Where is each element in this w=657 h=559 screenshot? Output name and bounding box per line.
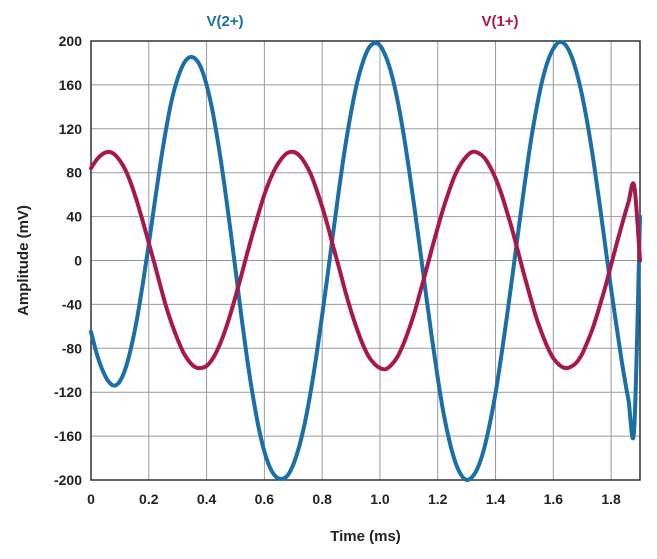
y-tick-labels: 200 160 120 80 40 0 -40 -80 -120 -160 -200 — [54, 33, 82, 488]
y-tick-label: 120 — [59, 121, 83, 137]
y-tick-label: 200 — [59, 33, 83, 49]
x-tick-label: 1.8 — [601, 491, 621, 507]
series-label-1: V(2+) — [206, 13, 243, 30]
series-line-2 — [89, 149, 642, 372]
x-tick-label: 0.2 — [139, 491, 159, 507]
y-tick-label: 0 — [74, 253, 82, 269]
x-tick-labels: 0 0.2 0.4 0.6 0.8 1.0 1.2 1.4 1.6 1.8 — [87, 491, 621, 507]
x-tick-label: 0 — [87, 491, 95, 507]
series-layer — [89, 39, 642, 483]
y-tick-label: -40 — [62, 296, 82, 312]
y-tick-label: -200 — [54, 472, 82, 488]
y-tick-label: -80 — [62, 340, 82, 356]
x-tick-label: 1.6 — [544, 491, 564, 507]
x-tick-label: 0.8 — [312, 491, 332, 507]
x-tick-label: 1.0 — [370, 491, 390, 507]
y-tick-label: -160 — [54, 428, 82, 444]
y-axis-title: Amplitude (mV) — [15, 205, 32, 316]
y-tick-label: 160 — [59, 77, 83, 93]
y-tick-label: 40 — [66, 209, 82, 225]
x-tick-label: 1.4 — [486, 491, 506, 507]
series-labels: V(2+) V(1+) — [206, 13, 518, 30]
series-label-2: V(1+) — [481, 13, 518, 30]
y-tick-label: 80 — [66, 165, 82, 181]
y-tick-label: -120 — [54, 384, 82, 400]
x-axis-title: Time (ms) — [330, 528, 401, 545]
x-tick-label: 0.4 — [197, 491, 217, 507]
series-line-1 — [89, 39, 642, 483]
x-tick-label: 0.6 — [255, 491, 275, 507]
x-tick-label: 1.2 — [428, 491, 448, 507]
